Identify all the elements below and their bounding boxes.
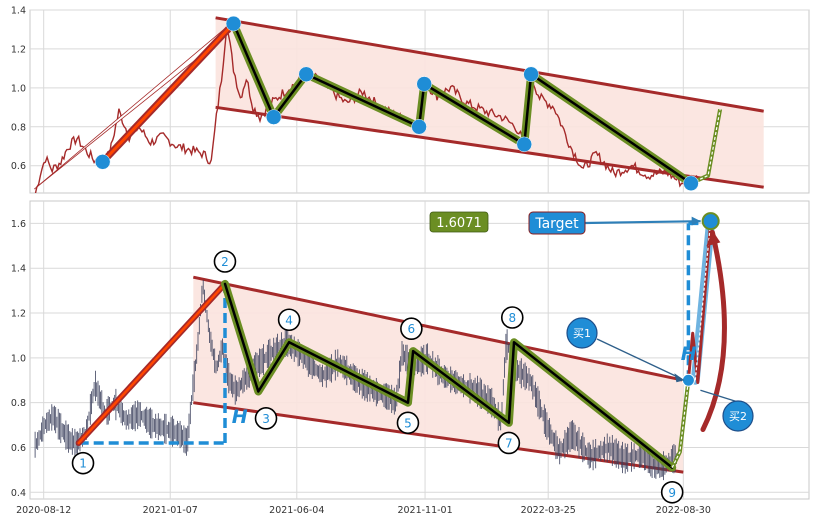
pivot-marker [94,154,111,170]
wave-label-text: 2 [221,255,229,269]
buy2-connector [700,389,739,403]
top-plot-content [34,15,764,193]
zigzag-line-inner [223,282,674,469]
buy1-arrowhead [674,373,685,383]
buy-marker-text: 买1 [573,327,591,340]
wave-label-text: 6 [408,322,416,336]
buy1-connector [596,338,681,379]
target-arrow-line [584,220,701,225]
y-tick-label: 1.0 [11,83,26,94]
y-tick-label: 0.4 [11,488,26,499]
pivot-marker [225,15,242,32]
x-tick-label: 2021-06-04 [269,505,324,516]
wave-label-circle [497,431,521,455]
projection-band-core [694,221,712,381]
bottom-panel: 0.4 0.6 0.8 1.0 1.2 1.4 1.6 2020-08-12 2021-01-0… [11,200,810,516]
y-tick-label: 1.6 [11,219,26,230]
buy-marker-text: 买2 [729,410,747,423]
target-arrow-head [691,216,701,226]
x-tick-label: 2020-08-12 [16,505,71,516]
y-tick-label: 1.0 [11,353,26,364]
y-tick-label: 0.8 [11,398,26,409]
wave-label-text: 3 [262,412,270,426]
wave-label-text: 5 [404,416,412,430]
y-tick-label: 1.4 [11,6,26,17]
price-line [34,28,698,193]
h-label: H [681,343,697,365]
price-label-box [429,211,489,233]
wave-label-circle [213,250,237,273]
curved-target-arrow [700,229,727,433]
wave-label-circle [500,306,524,329]
price-label-text: 1.6071 [436,216,482,231]
buy-marker-circle [566,317,598,349]
y-tick-label: 0.6 [11,161,26,172]
y-tick-label: 1.4 [11,264,26,275]
wave-label-circle [660,480,684,504]
wave-label-circle [71,451,95,475]
target-label-box [528,211,586,235]
wave-label-circle [277,308,301,332]
y-tick-label: 1.2 [11,44,26,55]
pivot-marker [265,109,282,125]
wave-label-text: 9 [668,486,676,500]
wave-label-circle [400,317,423,341]
zigzag-line-inner [232,22,693,185]
impulse-line-inner [77,282,227,445]
x-tick-label: 2022-08-30 [656,505,711,516]
y-tick-label: 0.6 [11,443,26,454]
target-label-text: Target [534,216,579,232]
wave-label-text: 1 [79,457,87,471]
wave-label-text: 4 [285,313,293,327]
pivot-marker [298,66,314,82]
y-tick-label: 1.2 [11,309,26,320]
y-tick-label: 0.8 [11,122,26,133]
curved-target-arrowhead [706,230,721,247]
target-marker [701,212,720,231]
buy-marker-circle [722,400,754,432]
wave-label-text: 7 [505,436,513,450]
wave-label-circle [254,407,278,430]
channel-band [215,17,764,188]
x-tick-label: 2021-11-01 [397,505,452,516]
wave-label-text: 8 [508,311,516,325]
x-tick-label: 2021-01-07 [143,505,198,516]
channel-upper-line [215,16,764,113]
pivot-marker [523,66,539,82]
projection-line [686,221,713,384]
pivot-marker [516,136,533,153]
pivot-marker [683,175,699,192]
pivot-marker [416,76,432,92]
top-panel: 0.6 0.8 1.0 1.2 1.4 [11,6,810,194]
impulse-line-inner [101,22,235,164]
zigzag-tail-inner [671,380,689,468]
h-label: H [232,406,248,428]
pivot-marker [411,119,427,135]
channel-upper-line [192,275,684,382]
x-tick-label: 2022-03-25 [521,505,576,516]
bottom-plot-content [34,212,727,481]
wave-label-circle [396,411,420,435]
